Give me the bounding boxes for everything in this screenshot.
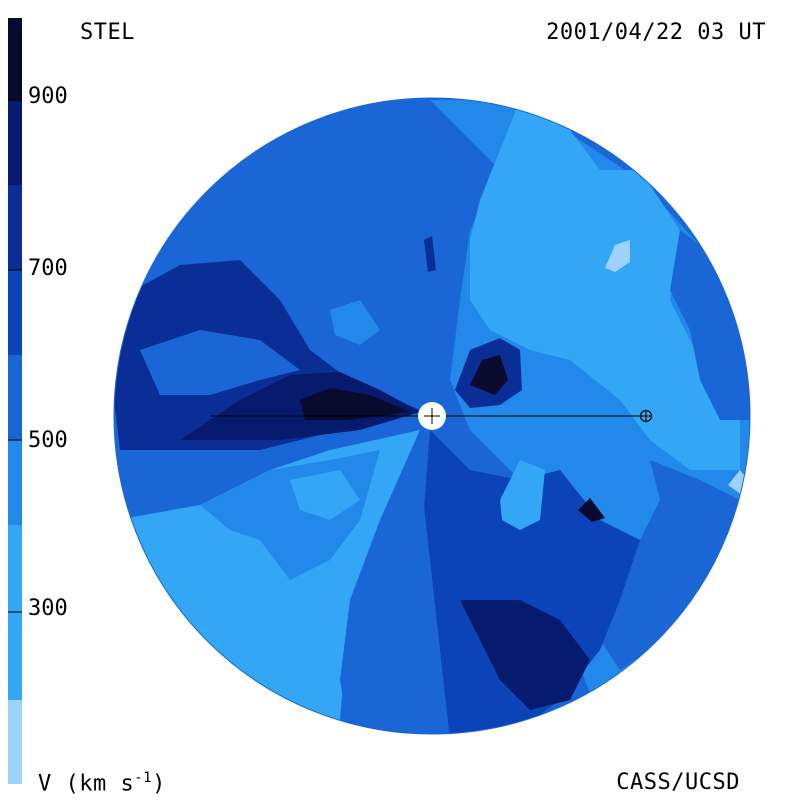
region-darkest-left xyxy=(300,388,410,420)
velocity-disc xyxy=(114,98,750,734)
colorbar-segment xyxy=(8,440,22,525)
colorbar: 900 700 500 300 xyxy=(8,18,68,784)
colorbar-tick-label-300: 300 xyxy=(28,596,68,621)
region-mid-right-lower xyxy=(600,460,740,670)
colorbar-tick-label-900: 900 xyxy=(28,84,68,109)
colorbar-segment xyxy=(8,185,22,270)
region-lightest-right xyxy=(605,240,630,272)
site-label: STEL xyxy=(80,20,135,45)
region-darker-lower xyxy=(460,600,590,710)
region-mid-left-arc xyxy=(140,330,300,395)
region-darker-left xyxy=(180,372,420,440)
quantity-label-superscript: -1 xyxy=(134,770,153,786)
region-light-spot-lower xyxy=(290,470,360,520)
region-light-left-spot xyxy=(330,300,380,345)
region-darkest-blob-ne xyxy=(470,355,508,395)
colorbar-tick-label-500: 500 xyxy=(28,428,68,453)
quantity-label-close: ) xyxy=(152,771,166,797)
region-mid-upper-center xyxy=(360,100,440,410)
region-mid-lower-center xyxy=(340,470,450,734)
colorbar-segment xyxy=(8,100,22,185)
colorbar-tick-label-700: 700 xyxy=(28,256,68,281)
region-light-lower-center xyxy=(500,460,545,530)
colorbar-segment xyxy=(8,18,22,100)
region-light-right-inner xyxy=(470,100,740,470)
colorbar-segment xyxy=(8,355,22,440)
region-dark-upper-spot xyxy=(424,236,436,272)
earth-marker xyxy=(639,409,653,423)
disc-outline xyxy=(113,97,751,735)
region-mid-right-band xyxy=(670,230,750,420)
sun-marker xyxy=(418,402,446,430)
quantity-label: V (km s-1) xyxy=(38,770,166,796)
colorbar-segment xyxy=(8,700,22,784)
credit-label: CASS/UCSD xyxy=(616,770,740,795)
region-darker-spot xyxy=(578,498,605,522)
region-light-spot-bottom xyxy=(298,588,330,640)
quantity-label-text: V (km s xyxy=(38,771,135,797)
timestamp-label: 2001/04/22 03 UT xyxy=(546,20,766,45)
colorbar-segment xyxy=(8,270,22,355)
